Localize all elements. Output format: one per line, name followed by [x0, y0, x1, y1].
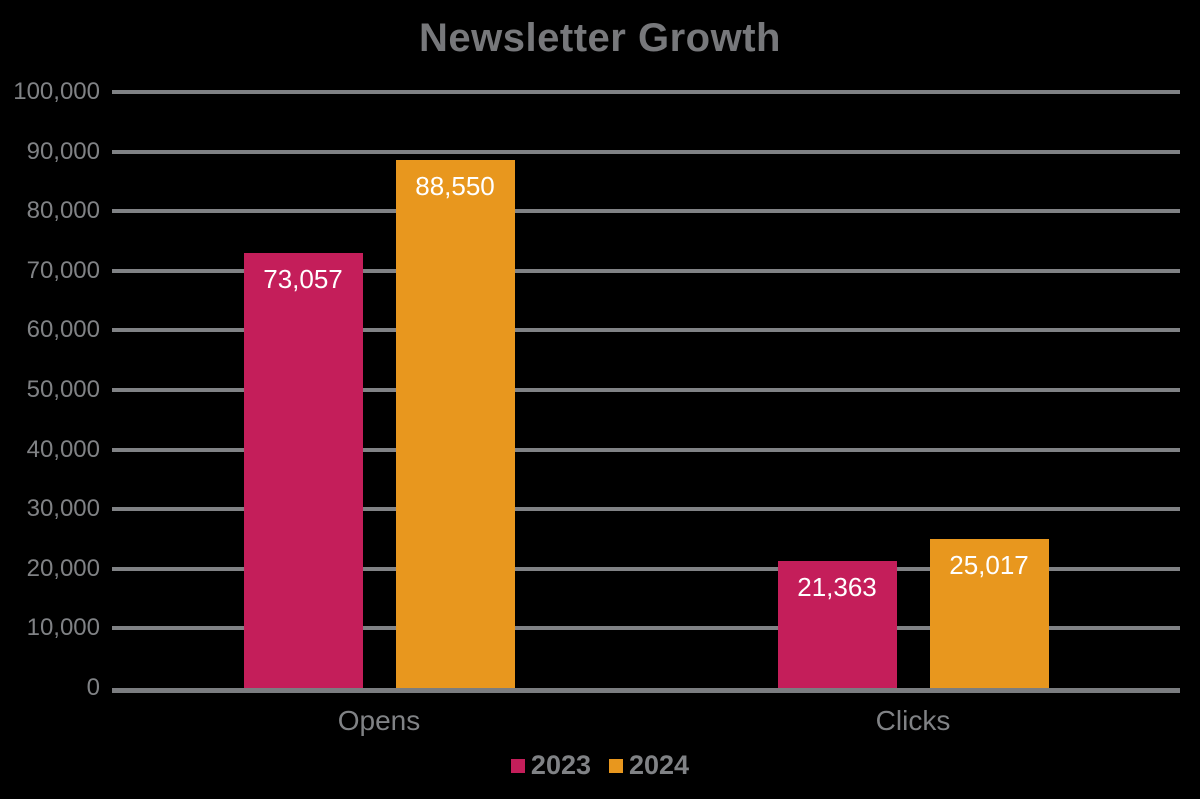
y-gridline: [112, 507, 1180, 512]
value-label: 88,550: [415, 171, 495, 202]
y-gridline: [112, 388, 1180, 392]
y-axis-tick-label: 30,000: [26, 495, 100, 523]
y-gridline: [112, 90, 1180, 94]
legend-swatch-icon: [609, 758, 623, 773]
y-gridline: [112, 626, 1180, 631]
y-gridline: [112, 328, 1180, 333]
value-label: 73,057: [263, 263, 343, 294]
y-gridline: [112, 149, 1180, 154]
y-axis-tick-label: 10,000: [26, 614, 100, 642]
legend-swatch-icon: [510, 758, 525, 773]
y-gridline: [112, 209, 1180, 214]
y-axis-tick-label: 90,000: [26, 137, 100, 165]
bar-opens-2024: 88,550: [395, 160, 515, 688]
bar-opens-2023: 73,057: [243, 252, 363, 688]
y-gridline: [112, 566, 1180, 571]
bar-clicks-2024: 25,017: [929, 538, 1049, 688]
y-axis-tick-label: 40,000: [26, 435, 100, 463]
y-axis-tick-label: 60,000: [26, 316, 100, 344]
value-label: 21,363: [797, 571, 877, 602]
legend-item-2024: 2024: [609, 750, 689, 781]
category-label-opens: Opens: [337, 705, 421, 736]
value-label: 25,017: [949, 549, 1029, 580]
chart-legend: 2023 2024: [0, 750, 1200, 781]
y-axis-tick-label: 70,000: [26, 256, 100, 284]
chart-title: Newsletter Growth: [419, 16, 781, 60]
category-label-clicks: Clicks: [875, 705, 951, 736]
y-axis-tick-label: 50,000: [26, 376, 100, 403]
bar-clicks-2023: 21,363: [777, 560, 897, 688]
y-axis-tick-label: 0: [86, 674, 100, 701]
y-axis-tick-label: 20,000: [26, 554, 100, 582]
y-axis-tick-label: 100,000: [13, 78, 100, 105]
legend-label: 2023: [530, 750, 591, 780]
y-gridline: [112, 447, 1180, 452]
x-axis-baseline: [112, 688, 1180, 693]
y-gridline: [112, 268, 1180, 273]
legend-label: 2024: [629, 750, 690, 780]
legend-item-2023: 2023: [510, 750, 591, 781]
y-axis-tick-label: 80,000: [26, 197, 100, 225]
